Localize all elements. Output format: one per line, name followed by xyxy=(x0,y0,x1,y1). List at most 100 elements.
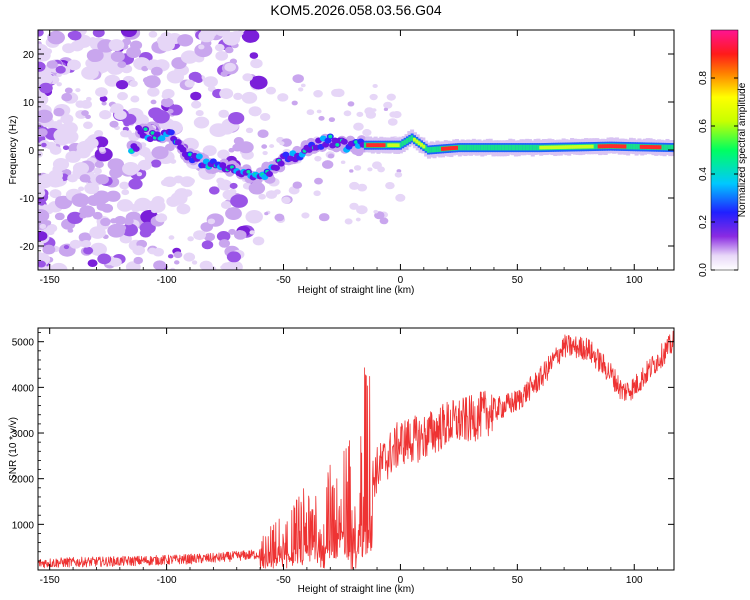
noise-blob xyxy=(120,130,130,138)
noise-blob xyxy=(81,239,92,248)
ridge-peak xyxy=(621,144,625,149)
ridge-band-inner xyxy=(501,144,505,151)
ridge-band-inner xyxy=(667,144,671,151)
noise-blob xyxy=(129,80,138,88)
noise-blob xyxy=(137,159,152,171)
noise-blob xyxy=(367,167,373,172)
noise-blob xyxy=(277,93,289,102)
noise-blob xyxy=(110,51,125,62)
colorbar-ticks: 0.0 0.2 0.4 0.6 0.8 xyxy=(698,71,738,277)
noise-blob xyxy=(207,85,216,92)
ridge-band-inner xyxy=(595,143,599,150)
noise-blob xyxy=(225,207,242,221)
ridge-band-inner xyxy=(480,144,484,151)
spectrogram-heat xyxy=(38,30,674,270)
ridge-band-inner xyxy=(485,144,489,151)
spectrogram-xtick-label: -100 xyxy=(157,275,177,286)
ridge-peak xyxy=(604,144,608,149)
ridge-hotspot xyxy=(150,131,155,135)
colorbar-tick-label: 0.2 xyxy=(698,215,709,229)
ridge-warm xyxy=(543,145,547,150)
noise-blob xyxy=(356,205,368,215)
colorbar-tick-label: 0.4 xyxy=(698,167,709,181)
ridge-warm xyxy=(569,145,573,149)
ridge-band-inner xyxy=(534,144,538,151)
noise-blob xyxy=(114,215,127,225)
noise-blob xyxy=(245,127,254,134)
noise-blob xyxy=(383,101,393,109)
ridge-hotspot xyxy=(354,140,358,144)
noise-blob xyxy=(200,30,218,38)
ridge-peak xyxy=(445,146,449,151)
noise-blob xyxy=(180,50,199,64)
noise-blob xyxy=(349,202,359,210)
noise-blob xyxy=(75,88,81,93)
noise-blob xyxy=(190,91,202,101)
noise-blob xyxy=(117,224,127,232)
noise-blob xyxy=(183,252,196,262)
noise-blob xyxy=(155,213,168,223)
noise-blob xyxy=(49,189,62,199)
noise-blob xyxy=(228,111,245,125)
ridge-peak xyxy=(609,144,613,149)
ridge-band-inner xyxy=(670,144,674,151)
colorbar-tick-label: 0.6 xyxy=(698,119,709,133)
ridge-peak xyxy=(443,146,447,151)
noise-blob xyxy=(101,203,114,213)
noise-blob xyxy=(301,212,310,219)
noise-blob xyxy=(242,73,253,82)
ridge-peak xyxy=(623,144,627,149)
noise-blob xyxy=(95,174,109,185)
snr-plot-area xyxy=(38,328,674,570)
noise-blob xyxy=(207,218,216,225)
noise-blob xyxy=(241,91,258,104)
noise-blob xyxy=(313,90,323,98)
noise-blob xyxy=(177,34,194,47)
ridge-band-inner xyxy=(665,144,669,151)
noise-blob xyxy=(224,62,236,72)
ridge-hotspot xyxy=(335,143,340,147)
ridge-core xyxy=(265,171,273,178)
noise-blob xyxy=(169,267,176,270)
ridge-warm xyxy=(574,145,578,149)
noise-blob xyxy=(63,245,70,250)
ridge-band-inner xyxy=(438,146,442,152)
noise-blob xyxy=(119,233,132,244)
noise-blob xyxy=(395,193,406,202)
noise-blob xyxy=(306,109,315,116)
noise-blob xyxy=(55,65,66,74)
noise-blob xyxy=(39,223,47,229)
noise-blob xyxy=(218,239,231,248)
noise-blob xyxy=(46,60,58,69)
ridge-peak xyxy=(368,143,372,148)
ridge-peak xyxy=(642,144,646,149)
ridge-warm xyxy=(548,145,552,150)
ridge-band-inner xyxy=(473,144,477,151)
ridge-band-inner xyxy=(431,146,435,153)
ridge-peak xyxy=(639,144,643,149)
ridge-band-inner xyxy=(625,143,629,150)
ridge-band-inner xyxy=(426,147,430,153)
ridge-peak xyxy=(380,143,384,148)
ridge-hotspot xyxy=(143,127,148,131)
ridge-peak xyxy=(441,146,445,151)
ridge-band-inner xyxy=(476,144,480,151)
ridge-peak xyxy=(644,144,648,149)
noise-blob xyxy=(234,230,247,240)
noise-blob xyxy=(141,65,149,72)
noise-blob xyxy=(78,186,85,192)
ridge-core xyxy=(132,145,140,152)
spectrogram-xtick-label: 0 xyxy=(398,275,404,286)
ridge-peak xyxy=(602,144,606,149)
noise-blob xyxy=(167,108,174,114)
noise-blob xyxy=(222,31,241,46)
noise-blob xyxy=(321,160,334,169)
noise-blob xyxy=(185,177,195,185)
ridge-band-inner xyxy=(525,144,529,151)
noise-blob xyxy=(99,95,108,102)
ridge-band-inner xyxy=(436,146,440,153)
noise-blob xyxy=(94,130,104,138)
ridge-warm xyxy=(387,143,391,147)
